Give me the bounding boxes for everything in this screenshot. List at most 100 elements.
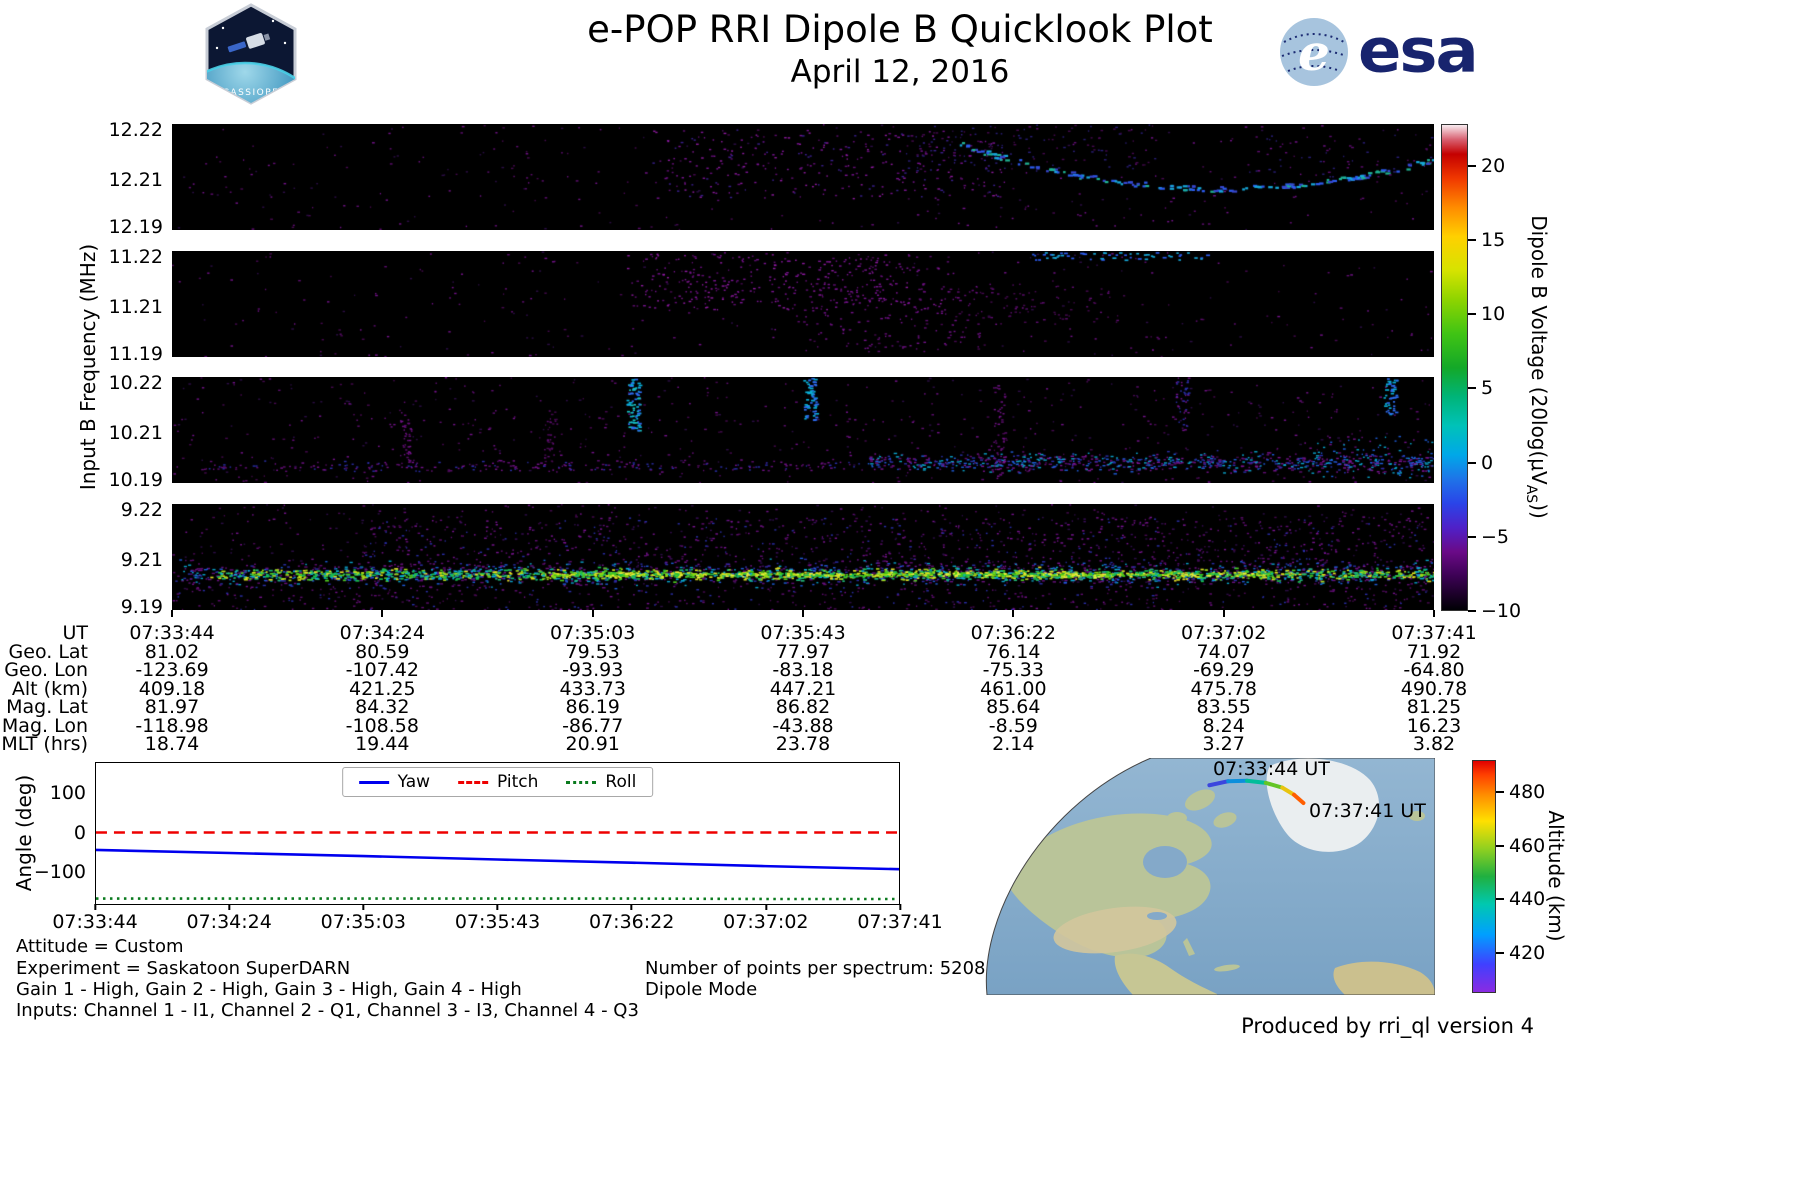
freq-tick-label: 11.21 bbox=[108, 296, 163, 319]
spectrogram-canvas-3 bbox=[172, 377, 1434, 483]
altitude-colorbar-tick-label: 480 bbox=[1496, 781, 1545, 803]
esa-wordmark: esa bbox=[1358, 17, 1479, 87]
legend-item-pitch: Pitch bbox=[458, 772, 538, 792]
spectrogram-x-ticks bbox=[171, 610, 1435, 618]
page-subtitle: April 12, 2016 bbox=[790, 54, 1010, 90]
voltage-colorbar-ticks: 20 15 10 5 0 −5 −10 bbox=[1468, 124, 1538, 622]
spectrogram-xtick bbox=[1433, 610, 1435, 617]
voltage-colorbar-tick-label: 10 bbox=[1468, 303, 1505, 325]
map-hudson-bay bbox=[1143, 846, 1187, 878]
ephemeris-value: 20.91 bbox=[565, 733, 620, 755]
map-svg bbox=[985, 758, 1435, 995]
ephemeris-row-label: MLT (hrs) bbox=[1, 733, 88, 755]
badge-satellite-icon bbox=[227, 33, 271, 53]
ephemeris-value: 86.19 bbox=[565, 696, 620, 718]
ephemeris-value: 81.25 bbox=[1406, 696, 1462, 718]
ephemeris-value: 490.78 bbox=[1400, 677, 1468, 700]
freq-tick-label: 9.21 bbox=[120, 549, 163, 572]
ephemeris-value: 07:35:03 bbox=[550, 622, 636, 644]
altitude-colorbar-label: Altitude (km) bbox=[1544, 810, 1568, 942]
angle-xtick-label: 07:34:24 bbox=[186, 911, 272, 933]
ephemeris-value: -93.93 bbox=[562, 659, 624, 681]
altitude-colorbar bbox=[1472, 760, 1496, 993]
altitude-colorbar-tick-label: 420 bbox=[1496, 942, 1545, 964]
altitude-colorbar-tick-label: 440 bbox=[1496, 888, 1545, 910]
ephemeris-value: 07:33:44 bbox=[129, 622, 215, 644]
ephemeris-value: -64.80 bbox=[1403, 659, 1465, 681]
voltage-colorbar-label-close: )) bbox=[1527, 503, 1551, 519]
track-segment bbox=[1263, 780, 1285, 790]
inputs-note: Inputs: Channel 1 - I1, Channel 2 - Q1, … bbox=[16, 1000, 639, 1021]
ephemeris-row-label: Geo. Lat bbox=[8, 640, 88, 663]
map-land-south-america bbox=[1333, 961, 1435, 995]
ephemeris-value: 07:35:43 bbox=[760, 622, 846, 644]
gains-note: Gain 1 - High, Gain 2 - High, Gain 3 - H… bbox=[16, 979, 522, 1000]
freq-tick-label: 11.22 bbox=[108, 246, 163, 269]
spectrogram-xtick bbox=[802, 610, 804, 617]
angle-series-yaw bbox=[96, 848, 899, 871]
legend-item-roll: Roll bbox=[566, 772, 636, 792]
freq-tick-label: 9.19 bbox=[120, 595, 163, 618]
voltage-colorbar-tick-label: −10 bbox=[1468, 600, 1521, 622]
spectrogram-panel-4: 9.22 9.21 9.19 bbox=[121, 499, 1434, 618]
angle-xtick-label: 07:35:43 bbox=[454, 911, 541, 933]
legend-label: Pitch bbox=[497, 772, 539, 792]
ephemeris-row-ut: UT 07:33:44 07:34:24 07:35:03 07:35:43 07:36:… bbox=[0, 624, 1540, 643]
ephemeris-value: -83.18 bbox=[772, 659, 834, 681]
ephemeris-value: -8.59 bbox=[988, 714, 1038, 737]
ephemeris-value: 461.00 bbox=[980, 677, 1047, 700]
altitude-colorbar-ticks: 480 460 440 420 bbox=[1496, 760, 1566, 993]
ephemeris-value: 421.25 bbox=[349, 677, 416, 700]
ephemeris-value: 81.97 bbox=[144, 696, 200, 718]
spectrogram-canvas-1 bbox=[172, 124, 1434, 230]
experiment-note: Experiment = Saskatoon SuperDARN bbox=[16, 958, 351, 979]
ephemeris-value: -43.88 bbox=[772, 714, 834, 737]
ephemeris-row-label: Alt (km) bbox=[11, 677, 88, 700]
ephemeris-value: 83.55 bbox=[1196, 696, 1251, 718]
ephemeris-value: 07:37:41 bbox=[1391, 622, 1477, 644]
angle-plot-lines bbox=[96, 831, 899, 901]
freq-tick-label: 10.22 bbox=[108, 372, 163, 395]
map-boundary bbox=[985, 758, 1435, 995]
ephemeris-value: -123.69 bbox=[135, 659, 209, 681]
voltage-colorbar-label-sub: AS bbox=[1523, 484, 1539, 504]
ephemeris-row-mag-lat: Mag. Lat 81.97 84.32 86.19 86.82 85.64 83.55 81… bbox=[0, 698, 1540, 717]
ephemeris-row-geo-lon: Geo. Lon -123.69 -107.42 -93.93 -83.18 -75.33… bbox=[0, 661, 1540, 680]
ephemeris-value: 433.73 bbox=[559, 677, 626, 700]
voltage-colorbar bbox=[1441, 124, 1468, 611]
map-arctic-island bbox=[1185, 789, 1215, 811]
ephemeris-value: 3.82 bbox=[1412, 733, 1456, 755]
angle-ytick-label: 100 bbox=[49, 782, 86, 805]
ephemeris-value: -69.29 bbox=[1193, 659, 1255, 681]
legend-item-yaw: Yaw bbox=[358, 772, 430, 792]
ephemeris-value: 76.14 bbox=[986, 640, 1041, 663]
ephemeris-value: -86.77 bbox=[562, 714, 624, 737]
ephemeris-value: 19.44 bbox=[355, 733, 410, 755]
track-end-time-label: 07:37:41 UT bbox=[1309, 800, 1426, 822]
freq-tick-label: 12.21 bbox=[108, 169, 163, 192]
angle-xtick-label: 07:35:03 bbox=[320, 911, 406, 933]
angle-xtick-label: 07:33:44 bbox=[52, 911, 138, 933]
freq-tick-label: 10.21 bbox=[108, 422, 163, 445]
ephemeris-value: 74.07 bbox=[1196, 640, 1251, 663]
esa-globe-icon: e bbox=[1280, 18, 1348, 86]
map-land-usa bbox=[1053, 906, 1177, 954]
voltage-colorbar-label: Dipole B Voltage (20log(μVAS)) bbox=[1523, 215, 1551, 519]
ground-track-map: 07:33:44 UT 07:37:41 UT bbox=[965, 758, 1435, 995]
angle-xtick-label: 07:37:41 bbox=[857, 911, 943, 933]
spectrogram-xtick bbox=[1222, 610, 1225, 617]
ephemeris-row-label: UT bbox=[62, 622, 88, 644]
voltage-colorbar-label-text: Dipole B Voltage (20log(μV bbox=[1527, 215, 1551, 485]
map-great-lakes bbox=[1147, 912, 1167, 920]
ephemeris-row-label: Mag. Lon bbox=[1, 714, 88, 737]
angle-x-ticks: 07:33:44 07:34:24 07:35:03 07:35:43 07:36:22… bbox=[52, 911, 942, 935]
ephemeris-row-geo-lat: Geo. Lat 81.02 80.59 79.53 77.97 76.14 74.07 71… bbox=[0, 640, 1540, 663]
cassiope-mission-patch: CASSIOPE bbox=[205, 3, 297, 105]
spectrogram-xtick bbox=[171, 610, 173, 617]
spectrogram-canvas-4 bbox=[172, 504, 1434, 610]
spectrogram-y-axis-label: Input B Frequency (MHz) bbox=[76, 243, 100, 491]
spectrogram-xtick bbox=[1012, 610, 1015, 617]
mode-note: Dipole Mode bbox=[645, 979, 758, 1000]
voltage-colorbar-tick-label: −5 bbox=[1468, 526, 1509, 548]
ephemeris-row-label: Geo. Lon bbox=[4, 659, 88, 681]
